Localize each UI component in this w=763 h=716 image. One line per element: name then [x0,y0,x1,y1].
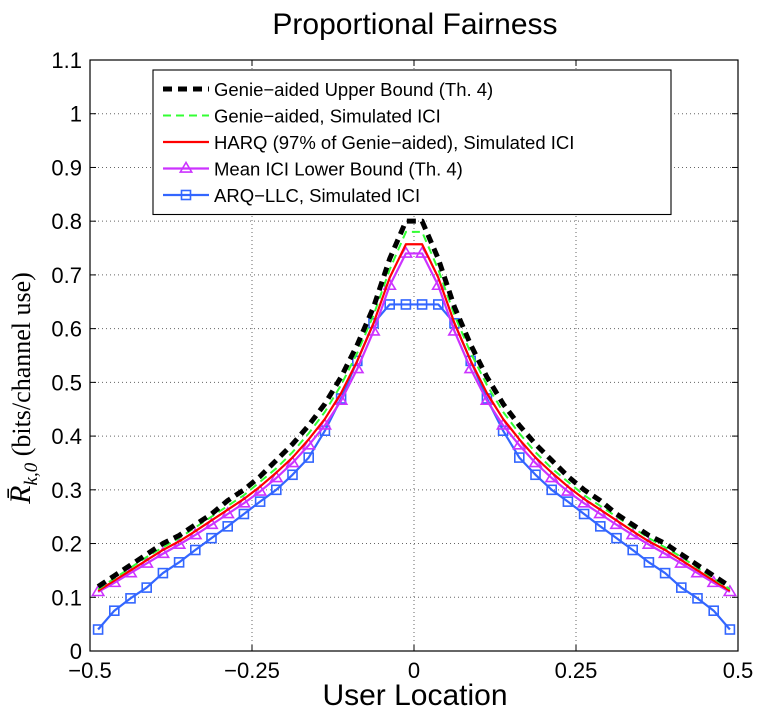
ticks: −0.5 −0.25 0 0.25 0.5 0 0.1 0.2 0.3 0.4 0.5 0.6 0.7 0… [51,48,753,683]
data-point [222,521,233,532]
legend-entry-label: HARQ (97% of Genie−aided), Simulated ICI [214,132,574,153]
x-tick-label: −0.5 [68,658,111,683]
data-point [708,605,720,617]
y-axis-label-subscript: k,0 [21,462,42,485]
y-tick-label: 0.6 [51,317,82,342]
data-point [238,508,250,520]
data-point [560,483,576,496]
data-point [513,452,525,463]
series-line [97,243,731,592]
y-tick-label: 1 [70,102,82,127]
data-point [254,496,266,507]
data-point [530,469,541,481]
series-line [96,218,732,589]
y-tick-label: 0 [70,639,82,664]
x-tick-label: 0.5 [723,658,754,683]
data-point [206,532,217,544]
series-line [97,303,731,631]
y-axis-label-units: (bits/channel use) [7,272,36,463]
data-point [285,455,300,468]
data-point [109,605,120,617]
data-point [125,593,136,604]
y-axis-label-symbol: R̄ [4,485,37,504]
legend-marker [180,189,192,201]
data-point [724,624,736,635]
data-point [544,470,559,483]
data-point [546,484,558,496]
chart-title: Proportional Fairness [272,8,557,41]
data-point [562,496,574,507]
data-point [643,557,655,568]
y-tick-label: 0.3 [51,478,82,503]
data-point [92,624,104,635]
legend-entry-label: Mean ICI Lower Bound (Th. 4) [214,159,463,180]
series-0 [96,218,732,589]
series-layer [90,218,738,635]
data-point [611,532,622,544]
data-point [141,582,152,593]
y-tick-label: 1.1 [51,48,82,73]
series-line [97,252,731,593]
data-point [659,567,671,579]
data-point [528,455,543,468]
y-axis-label: R̄k,0 (bits/channel use) [4,272,42,505]
data-point [157,567,169,579]
data-point [90,584,106,597]
data-point [675,582,687,593]
series-4 [92,299,736,635]
data-point [578,508,590,520]
data-point [594,521,606,532]
legend-entry-label: Genie−aided Upper Bound (Th. 4) [214,79,493,100]
data-point [303,452,315,463]
data-point [400,299,412,310]
y-tick-label: 0.2 [51,532,82,557]
legend: Genie−aided Upper Bound (Th. 4) Genie−aid… [152,69,672,216]
y-tick-label: 0.7 [51,263,82,288]
data-point [269,470,284,483]
x-axis-label: User Location [322,679,507,712]
data-point [270,484,282,496]
x-tick-label: 0.25 [555,658,598,683]
series-2 [97,243,731,592]
legend-marker [178,160,194,173]
data-point [432,299,444,310]
x-tick-label: 0 [408,658,420,683]
x-tick-label: −0.25 [224,658,280,683]
data-point [287,469,298,481]
y-tick-label: 0.5 [51,370,82,395]
data-point [368,317,379,329]
data-point [252,483,268,496]
y-tick-label: 0.4 [51,424,82,449]
legend-box [152,69,672,216]
data-point [416,299,428,310]
data-point [173,557,185,568]
y-tick-label: 0.9 [51,155,82,180]
legend-entry-label: ARQ−LLC, Simulated ICI [214,185,420,206]
data-point [692,593,703,604]
data-point [190,544,201,556]
data-point [627,544,639,556]
data-point [722,584,738,597]
y-tick-label: 0.1 [51,585,82,610]
y-tick-label: 0.8 [51,209,82,234]
legend-entry-label: Genie−aided, Simulated ICI [214,106,441,127]
data-point [384,299,396,310]
